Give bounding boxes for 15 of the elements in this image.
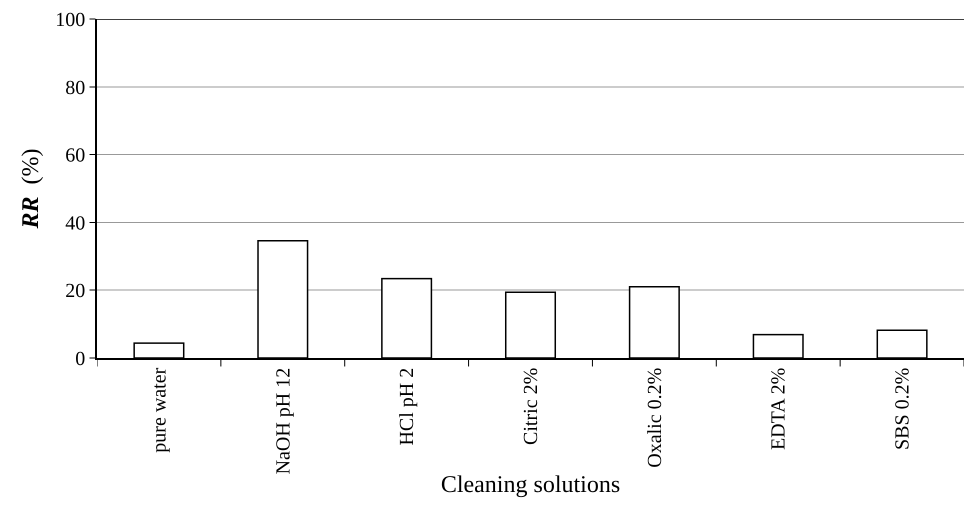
y-tick-label: 40: [65, 212, 86, 234]
y-tick-label: 20: [65, 280, 86, 302]
x-tick-label: EDTA 2%: [768, 368, 790, 450]
y-axis-title: RR (%): [18, 148, 44, 230]
y-tick-label: 60: [65, 144, 86, 167]
x-tick-label: Oxalic 0.2%: [644, 368, 666, 468]
x-tick-label: HCl pH 2: [396, 368, 418, 446]
x-tick-label: SBS 0.2%: [892, 368, 914, 450]
x-tick-label: NaOH pH 12: [272, 368, 294, 474]
x-tick-label: pure water: [148, 367, 170, 453]
y-tick-label: 80: [65, 76, 86, 99]
x-tick-label: Citric 2%: [520, 368, 542, 445]
y-tick-label: 100: [55, 9, 86, 31]
y-tick-label: 0: [75, 348, 86, 370]
x-axis-title: Cleaning solutions: [440, 472, 620, 498]
